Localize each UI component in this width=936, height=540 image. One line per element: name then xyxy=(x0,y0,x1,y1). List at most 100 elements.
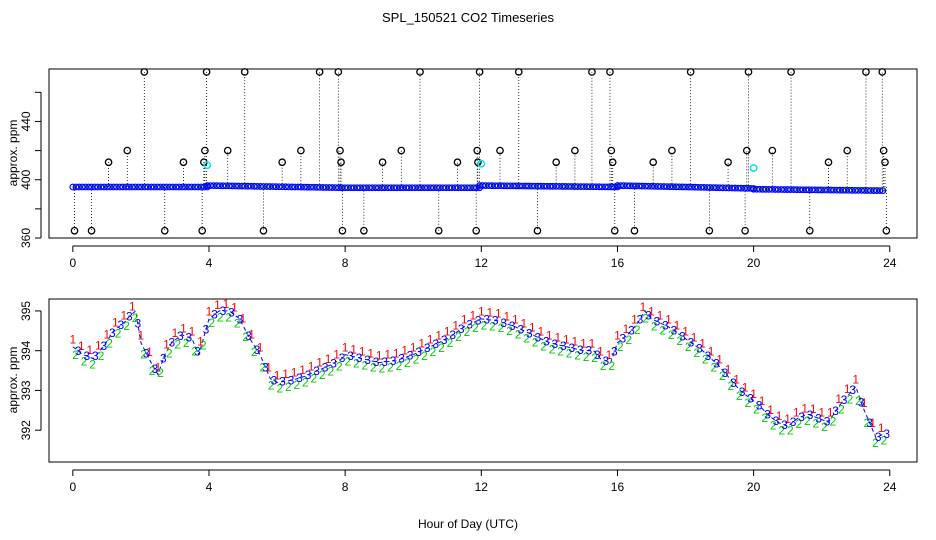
series-2-point: 2 xyxy=(191,344,198,358)
series-3-point: 3 xyxy=(713,357,720,371)
series-3-point: 3 xyxy=(560,339,567,353)
spike-point xyxy=(686,68,695,76)
baseline-point xyxy=(278,183,286,191)
spike-point xyxy=(337,158,345,167)
series-2-point: 2 xyxy=(353,357,360,371)
spike-point xyxy=(768,146,777,155)
baseline-point xyxy=(144,183,152,191)
series-2-point: 2 xyxy=(634,323,641,337)
series-3-point: 3 xyxy=(203,323,210,337)
series-2-point: 2 xyxy=(259,360,266,374)
spike-point xyxy=(882,226,891,235)
baseline-point xyxy=(97,183,105,191)
series-1-point: 1 xyxy=(316,356,323,370)
spike-point xyxy=(397,146,406,155)
series-2-point: 2 xyxy=(540,339,547,353)
series-2-point: 2 xyxy=(872,436,879,450)
baseline-point xyxy=(294,183,302,191)
series-3-point: 3 xyxy=(441,333,448,347)
series-1-point: 1 xyxy=(282,367,289,381)
series-1-point: 1 xyxy=(861,396,868,410)
top-x-tick-label: 12 xyxy=(475,256,489,270)
series-1-point: 1 xyxy=(665,313,672,327)
series-3-point: 3 xyxy=(688,336,695,350)
figure-title: SPL_150521 CO2 Timeseries xyxy=(382,10,554,25)
top-x-axis: 0 4 8 12 16 20 24 xyxy=(69,245,897,270)
baseline-point xyxy=(257,183,264,190)
series-2-point: 2 xyxy=(523,331,530,345)
spike-point xyxy=(588,68,596,76)
series-3-point: 3 xyxy=(211,308,218,322)
series-2-point: 2 xyxy=(744,396,751,410)
top-y-tick-label: 360 xyxy=(19,228,33,248)
series-2-point: 2 xyxy=(225,310,232,324)
baseline-point xyxy=(150,183,158,191)
baseline-point xyxy=(119,183,127,191)
series-3-point: 3 xyxy=(815,411,822,425)
series-2-point: 2 xyxy=(166,346,173,360)
series-3-point: 3 xyxy=(611,345,618,359)
series-2-point: 2 xyxy=(293,378,300,392)
series-2-point: 2 xyxy=(753,403,760,417)
series-3-point: 3 xyxy=(475,313,482,327)
baseline-point xyxy=(207,182,214,190)
spike-point xyxy=(434,226,443,235)
series-2-point: 2 xyxy=(498,321,505,335)
series-3-point: 3 xyxy=(705,349,712,363)
flagged-point xyxy=(749,164,758,173)
series-1-point: 1 xyxy=(767,403,774,417)
series-2-point: 2 xyxy=(574,349,581,363)
series-1-point: 1 xyxy=(742,380,749,394)
spike-point xyxy=(472,226,481,235)
series-3-point: 3 xyxy=(271,374,278,388)
series-3-point: 3 xyxy=(645,308,652,322)
series-3-point: 3 xyxy=(220,304,227,318)
spike-point xyxy=(843,146,852,155)
series-1-point: 1 xyxy=(418,337,425,351)
series-2-point: 2 xyxy=(81,354,88,368)
baseline-point xyxy=(285,183,292,191)
baseline-point xyxy=(263,183,271,190)
series-3-point: 3 xyxy=(637,312,644,326)
series-3-point: 3 xyxy=(75,344,82,358)
baseline-point xyxy=(216,182,224,190)
series-3-point: 3 xyxy=(594,348,601,362)
series-3-point: 3 xyxy=(466,317,473,331)
spike-point xyxy=(334,68,343,76)
series-1-point: 1 xyxy=(674,319,681,333)
top-x-tick-label: 24 xyxy=(883,256,897,270)
baseline-point xyxy=(879,187,887,195)
series-3-point: 3 xyxy=(109,326,116,340)
bottom-x-tick-label: 24 xyxy=(883,480,897,494)
spike-point xyxy=(879,146,888,155)
series-2-point: 2 xyxy=(174,337,181,351)
series-1-point: 1 xyxy=(223,297,230,311)
series-2-point: 2 xyxy=(847,393,854,407)
series-1-point: 1 xyxy=(299,363,306,377)
series-3-point: 3 xyxy=(568,341,575,355)
series-1-point: 1 xyxy=(597,344,604,358)
series-2-point: 2 xyxy=(600,359,607,373)
series-3-point: 3 xyxy=(449,328,456,342)
baseline-point xyxy=(332,184,339,192)
spike-point xyxy=(70,226,79,235)
series-1-point: 1 xyxy=(733,372,740,386)
series-2-point: 2 xyxy=(804,414,811,428)
series-3-point: 3 xyxy=(671,324,678,338)
series-3-point: 3 xyxy=(288,373,295,387)
bottom-x-tick-label: 12 xyxy=(475,480,489,494)
series-2-point: 2 xyxy=(149,364,156,378)
series-1-point: 1 xyxy=(555,331,562,345)
series-3-point: 3 xyxy=(92,349,99,363)
series-2-point: 2 xyxy=(396,359,403,373)
series-1-point: 1 xyxy=(503,310,510,324)
series-3-point: 3 xyxy=(526,326,533,340)
baseline-point xyxy=(175,183,183,191)
series-2-point: 2 xyxy=(234,316,241,330)
series-1-point: 1 xyxy=(257,341,264,355)
baseline-point xyxy=(232,182,239,190)
series-2-point: 2 xyxy=(693,346,700,360)
series-1-point: 1 xyxy=(95,339,102,353)
